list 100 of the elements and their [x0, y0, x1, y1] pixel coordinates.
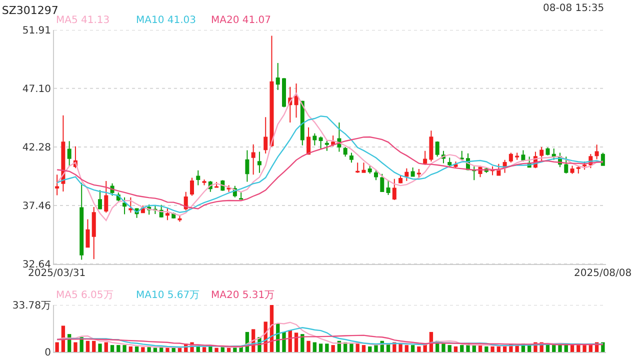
candlestick — [392, 178, 396, 201]
candlestick — [576, 165, 580, 174]
candlestick — [398, 174, 403, 184]
bar — [318, 344, 323, 352]
candlestick — [416, 168, 421, 178]
bar — [448, 345, 452, 352]
candlestick — [515, 152, 520, 160]
bar — [576, 345, 580, 352]
bar — [404, 345, 409, 352]
x-tick-label: 2025/03/31 — [28, 268, 86, 279]
bar — [282, 332, 286, 352]
y-tick-label: 47.10 — [22, 84, 51, 95]
bar — [220, 347, 225, 352]
candlestick — [67, 140, 72, 166]
line-series — [56, 136, 604, 210]
candlestick — [540, 146, 544, 162]
bar — [122, 345, 126, 352]
candlestick — [404, 168, 409, 182]
candlestick — [270, 35, 274, 148]
candlestick — [496, 163, 501, 176]
candlestick — [104, 180, 108, 214]
text: MA5 6.05万 — [56, 290, 114, 301]
candlestick — [448, 157, 452, 168]
candlestick — [245, 150, 250, 182]
text: MA10 5.67万 — [136, 290, 200, 301]
candlestick — [423, 150, 428, 166]
text: MA10 41.03 — [136, 15, 196, 26]
candlestick — [374, 170, 378, 181]
candlestick — [128, 196, 133, 214]
candlestick — [264, 116, 268, 154]
bar — [294, 332, 298, 352]
candlestick — [594, 144, 599, 160]
bar — [202, 347, 206, 352]
candlestick — [226, 184, 231, 192]
bar — [116, 345, 120, 352]
candlestick — [294, 83, 298, 118]
candlestick — [368, 165, 372, 174]
bar — [496, 346, 501, 352]
bar — [410, 345, 415, 352]
candlestick — [190, 177, 194, 196]
bar — [312, 342, 317, 352]
candlestick — [196, 170, 200, 186]
bar — [214, 348, 218, 352]
candlestick — [86, 218, 90, 248]
bar — [356, 344, 360, 352]
line-series — [56, 92, 604, 222]
candlestick — [318, 136, 323, 150]
candlestick — [80, 182, 84, 260]
candlestick — [202, 178, 206, 186]
y-tick-label: 37.46 — [22, 200, 51, 212]
bar — [55, 342, 59, 352]
candlestick — [92, 206, 96, 260]
y-tick-label: 51.91 — [22, 26, 51, 36]
candlestick — [570, 165, 574, 174]
x-tick-label: 2025/08/08 — [574, 268, 632, 279]
candlestick — [178, 214, 182, 222]
bar — [92, 340, 96, 352]
bar — [141, 347, 145, 352]
candlestick — [410, 166, 415, 178]
line-series — [56, 334, 604, 348]
candlestick — [564, 156, 568, 174]
text: MA20 41.07 — [211, 15, 271, 26]
candlestick — [380, 173, 384, 192]
candlestick — [435, 140, 440, 158]
y-tick-label: 0 — [44, 348, 51, 358]
bar — [226, 348, 231, 352]
bar — [172, 348, 176, 352]
bar — [331, 345, 335, 352]
candlestick — [98, 190, 102, 210]
chart-title: SZ301297 — [2, 4, 58, 17]
bar — [417, 346, 421, 352]
candlestick — [521, 150, 526, 162]
candlestick — [239, 192, 244, 200]
bar — [74, 342, 78, 352]
candlestick — [214, 182, 219, 188]
bar — [306, 340, 310, 352]
bar — [570, 345, 574, 352]
bar — [490, 346, 494, 352]
bar — [178, 348, 182, 352]
candlestick — [282, 77, 286, 108]
text: 08-08 15:35 — [543, 3, 604, 14]
bar — [98, 344, 102, 352]
candlestick — [386, 180, 390, 196]
candlestick — [331, 135, 336, 147]
candlestick — [343, 146, 348, 158]
candlestick — [257, 151, 262, 174]
bar — [104, 342, 108, 352]
candlestick — [508, 152, 513, 163]
candlestick — [460, 150, 464, 160]
bar — [484, 346, 488, 352]
line-series — [56, 116, 604, 213]
bar — [128, 346, 133, 352]
bar — [325, 344, 329, 352]
candlestick — [356, 162, 360, 174]
candlestick — [306, 126, 311, 155]
candlestick — [61, 114, 66, 192]
y-tick-label: 42.28 — [22, 142, 51, 154]
candlestick — [312, 132, 317, 146]
bar — [86, 340, 90, 352]
text: MA5 41.13 — [56, 15, 110, 26]
